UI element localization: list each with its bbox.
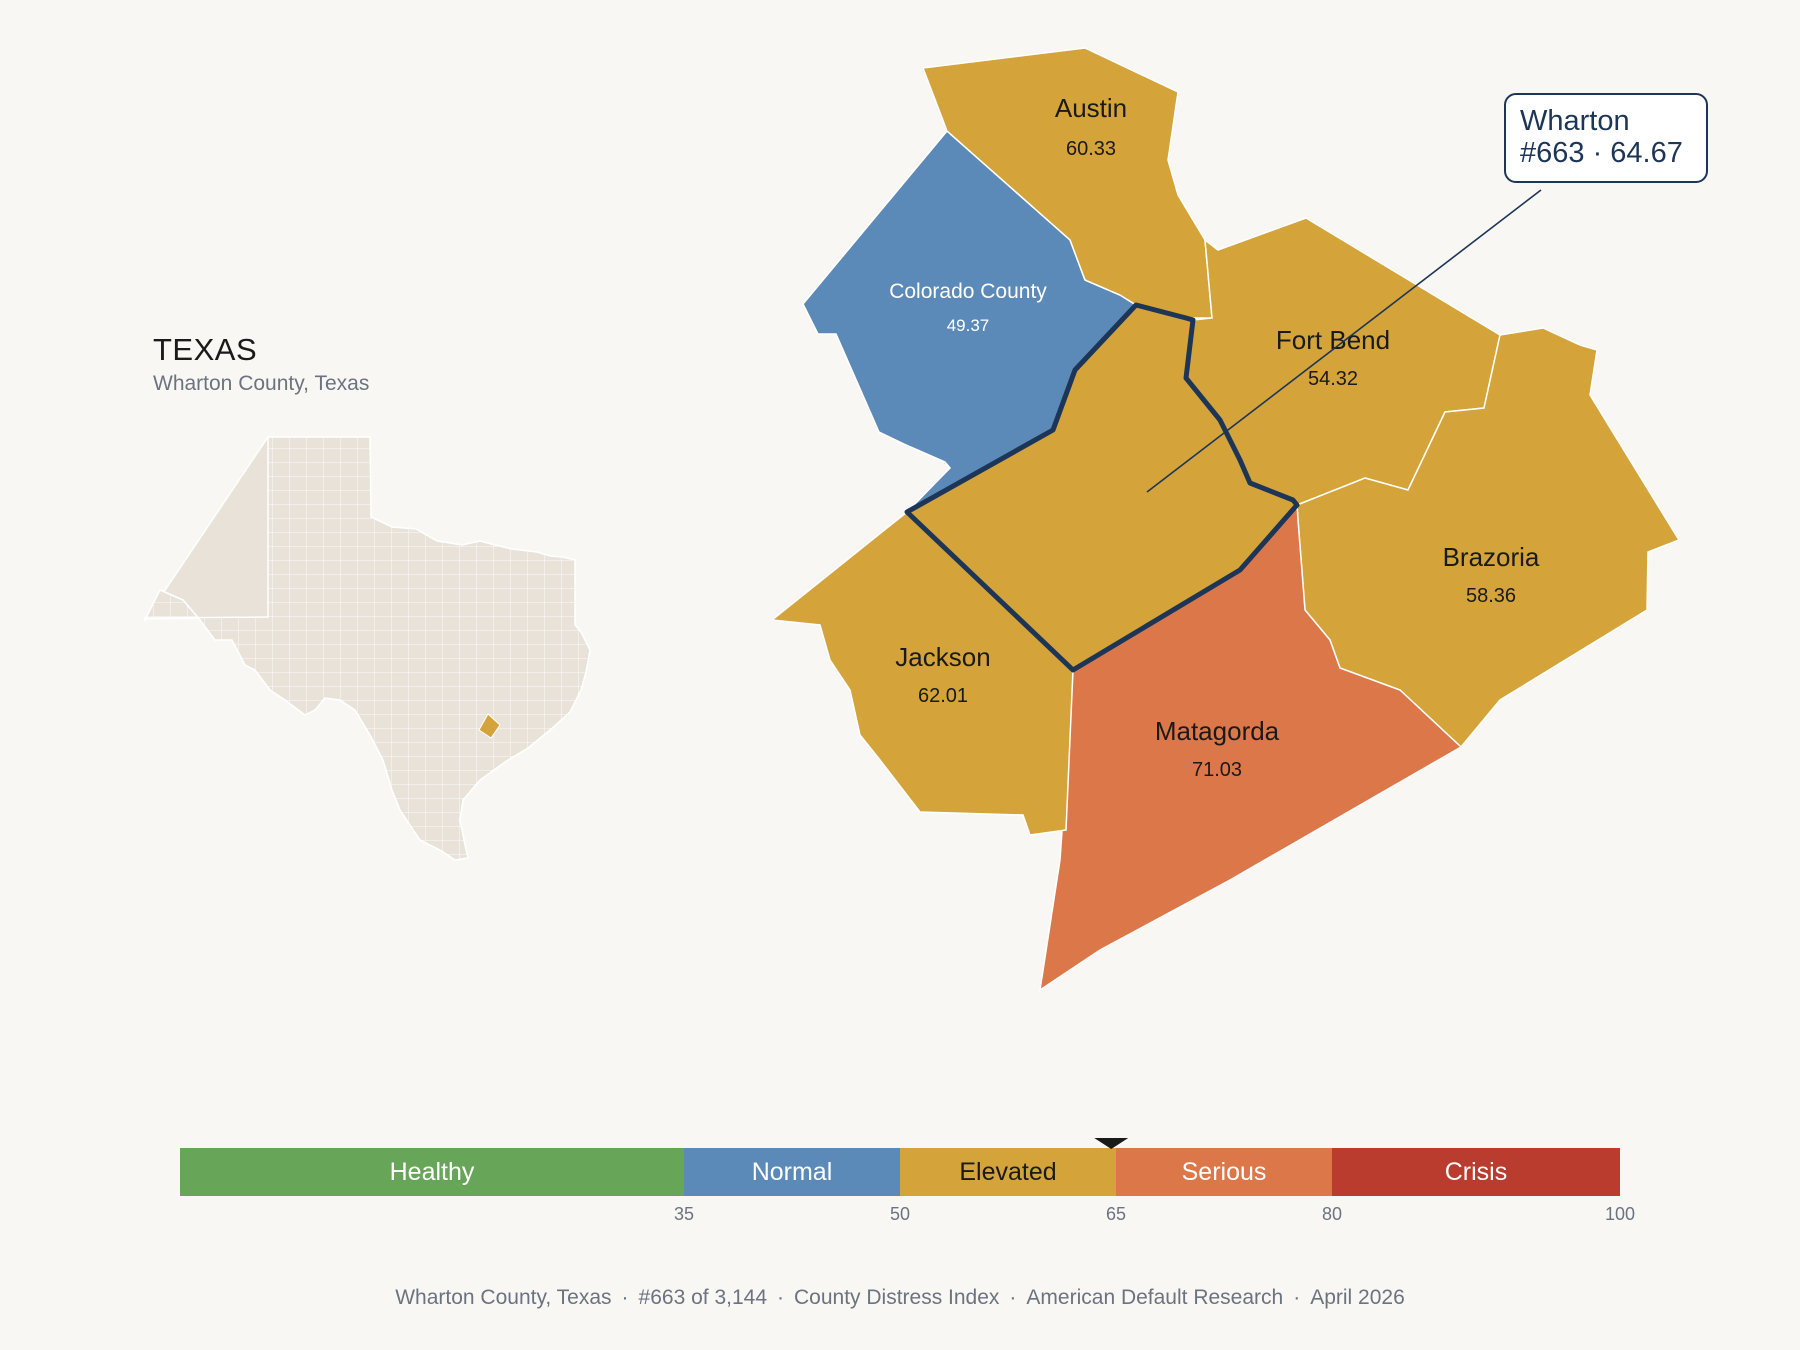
callout-name: Wharton [1520, 105, 1630, 137]
legend-segment-serious [1116, 1148, 1332, 1196]
county-label-brazoria: Brazoria [1443, 542, 1540, 572]
footer-date: April 2026 [1310, 1286, 1405, 1309]
legend-tick-label: 35 [674, 1204, 694, 1224]
county-map: Austin 60.33 Colorado County 49.37 Fort … [770, 47, 1681, 992]
callout-leader-line [1146, 189, 1542, 493]
county-score-fort-bend: 54.32 [1308, 368, 1358, 390]
wharton-callout: Wharton #663 · 64.67 [1504, 93, 1708, 183]
county-label-colorado: Colorado County [889, 280, 1047, 303]
legend-label-crisis: Crisis [1445, 1158, 1508, 1186]
legend-scale: Healthy Normal Elevated Serious Crisis 35 50 65… [180, 1138, 1635, 1224]
legend-label-normal: Normal [752, 1158, 833, 1186]
county-score-brazoria: 58.36 [1466, 585, 1516, 607]
county-score-colorado: 49.37 [947, 316, 990, 335]
footer-separator: · [621, 1286, 629, 1309]
texas-inset-map [143, 436, 591, 861]
legend-segment-healthy [180, 1148, 684, 1196]
footer-publisher: American Default Research [1026, 1286, 1284, 1309]
county-label-fort-bend: Fort Bend [1276, 325, 1390, 355]
county-austin [921, 47, 1213, 319]
legend-tick-label: 50 [890, 1204, 910, 1224]
legend-label-serious: Serious [1182, 1158, 1267, 1186]
legend-segment-crisis [1332, 1148, 1620, 1196]
county-jackson [770, 511, 1074, 836]
county-label-jackson: Jackson [895, 642, 990, 672]
legend-label-elevated: Elevated [959, 1158, 1056, 1186]
legend-marker [1094, 1138, 1129, 1149]
county-wharton [904, 302, 1300, 673]
legend-segment-elevated [900, 1148, 1116, 1196]
callout-rank-score: #663 · 64.67 [1520, 137, 1683, 169]
footer-county: Wharton County, Texas [395, 1286, 612, 1309]
legend-tick-label: 80 [1322, 1204, 1342, 1224]
legend-label-healthy: Healthy [390, 1158, 475, 1186]
footer-separator: · [1009, 1286, 1017, 1309]
footer-separator: · [777, 1286, 784, 1309]
footer-credits: Wharton County, Texas · #663 of 3,144 · Coun… [0, 1286, 1800, 1310]
footer-index-name: County Distress Index [794, 1286, 1000, 1309]
county-label-austin: Austin [1055, 93, 1127, 123]
county-label-matagorda: Matagorda [1155, 716, 1280, 746]
texas-inset-wharton [478, 713, 501, 739]
footer-separator: · [1293, 1286, 1301, 1309]
footer-rank: #663 of 3,144 [638, 1286, 767, 1309]
legend-segment-normal [684, 1148, 900, 1196]
county-score-matagorda: 71.03 [1192, 759, 1242, 781]
texas-county-grid [145, 437, 590, 860]
county-score-jackson: 62.01 [918, 685, 968, 707]
state-subtitle: Wharton County, Texas [153, 372, 370, 395]
county-score-austin: 60.33 [1066, 138, 1116, 160]
legend-tick-label: 65 [1106, 1204, 1126, 1224]
state-title: TEXAS [153, 332, 258, 367]
legend-tick-label: 100 [1605, 1204, 1635, 1224]
